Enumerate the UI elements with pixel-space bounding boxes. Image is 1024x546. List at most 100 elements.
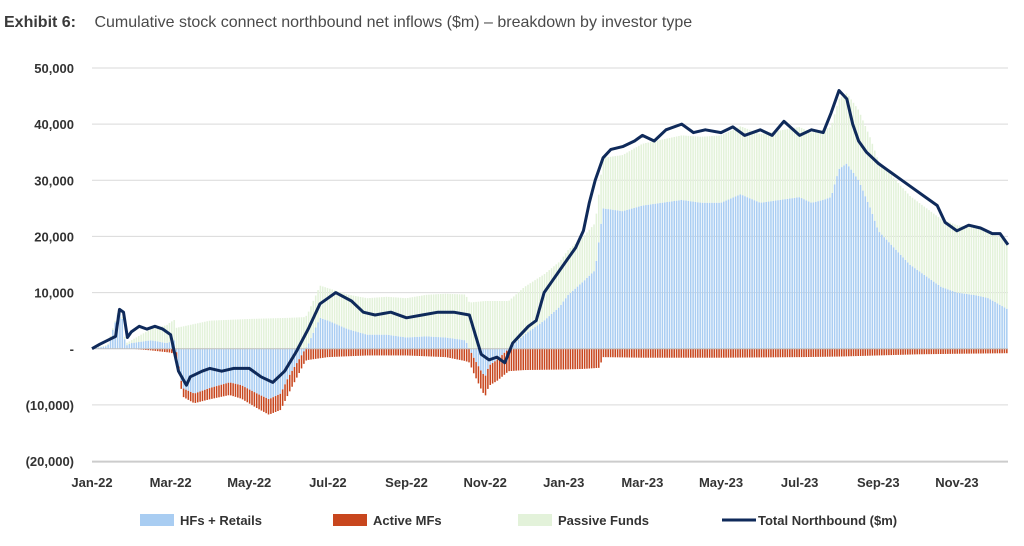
- bar-active: [435, 348, 437, 357]
- bar-active: [699, 348, 701, 358]
- bar-hf: [940, 286, 942, 349]
- bar-active: [793, 348, 796, 358]
- bar-hf: [562, 301, 565, 349]
- bar-hf: [652, 204, 654, 349]
- bar-active: [326, 348, 329, 358]
- bar-hf: [958, 292, 961, 349]
- bar-hf: [119, 313, 121, 349]
- bar-hf: [829, 197, 831, 349]
- bar-passive: [458, 294, 461, 340]
- bar-active: [413, 348, 416, 356]
- bar-hf: [756, 201, 758, 349]
- bar-passive: [819, 130, 822, 201]
- bar-hf: [324, 319, 326, 349]
- bar-passive: [958, 225, 961, 293]
- bar-hf: [623, 210, 626, 349]
- bar-active: [567, 348, 569, 370]
- bar-hf: [560, 304, 562, 349]
- bar-passive: [383, 296, 385, 335]
- bar-hf: [810, 202, 812, 349]
- bar-active: [296, 363, 298, 378]
- bar-hf: [956, 292, 959, 349]
- bar-active: [885, 348, 888, 356]
- bar-passive: [562, 256, 565, 302]
- bar-active: [579, 348, 581, 370]
- bar-hf: [385, 334, 388, 349]
- bar-hf: [668, 201, 671, 349]
- bar-hf: [873, 220, 876, 349]
- bar-passive: [881, 164, 883, 235]
- bar-active: [954, 348, 956, 354]
- bar-hf: [998, 304, 1001, 349]
- bar-passive: [206, 321, 208, 349]
- bar-hf: [418, 336, 421, 349]
- bar-passive: [609, 156, 612, 210]
- bar-passive: [774, 131, 777, 201]
- bar-passive: [444, 293, 447, 338]
- bar-active: [692, 348, 694, 358]
- bar-passive: [744, 127, 746, 197]
- bar-passive: [770, 132, 772, 202]
- bar-active: [949, 348, 951, 354]
- bar-hf: [472, 348, 475, 358]
- bar-passive: [329, 288, 331, 322]
- bar-active: [227, 382, 230, 396]
- bar-active: [937, 348, 940, 355]
- bar-active: [338, 348, 341, 357]
- bar-hf: [737, 195, 739, 349]
- bar-passive: [765, 132, 767, 202]
- bar-passive: [350, 295, 352, 331]
- bar-active: [635, 348, 638, 358]
- bar-hf: [982, 296, 984, 349]
- bar-active: [312, 348, 315, 360]
- bar-passive: [130, 340, 133, 344]
- bar-hf: [237, 348, 239, 385]
- bar-passive: [326, 287, 329, 321]
- bar-active: [142, 348, 145, 350]
- bar-active: [678, 348, 680, 358]
- bar-passive: [810, 132, 812, 203]
- bar-hf: [529, 330, 532, 349]
- bar-active: [616, 348, 619, 358]
- bar-passive: [281, 318, 284, 349]
- bar-active: [626, 348, 628, 358]
- bar-passive: [253, 318, 256, 349]
- bar-passive: [267, 318, 270, 349]
- bar-passive: [133, 338, 135, 343]
- bar-active: [182, 388, 185, 398]
- bar-active: [451, 348, 454, 359]
- bar-hf: [605, 208, 607, 349]
- bar-passive: [758, 133, 760, 203]
- bar-hf: [597, 242, 600, 349]
- bar-hf: [763, 202, 765, 349]
- bar-hf: [326, 320, 329, 349]
- bar-passive: [708, 136, 711, 203]
- bar-active: [461, 348, 463, 361]
- bar-passive: [270, 318, 272, 349]
- bar-passive: [739, 126, 742, 195]
- bar-passive: [727, 131, 730, 200]
- bar-active: [829, 348, 831, 357]
- bar-active: [251, 390, 253, 406]
- bar-active: [951, 348, 954, 354]
- bar-hf: [447, 337, 449, 349]
- bar-active: [697, 348, 699, 358]
- legend-item-total-northbound: Total Northbound ($m): [722, 513, 897, 528]
- bar-passive: [439, 293, 442, 338]
- x-tick-label: Jan-23: [543, 475, 584, 490]
- bar-active: [725, 348, 727, 358]
- bar-passive: [602, 157, 605, 209]
- legend-item-hf-retails: HFs + Retails: [140, 513, 262, 528]
- bar-passive: [340, 292, 343, 327]
- bar-hf: [718, 202, 720, 349]
- x-tick-label: May-23: [699, 475, 743, 490]
- bar-active: [156, 348, 159, 352]
- bar-hf: [378, 334, 381, 349]
- bar-passive: [675, 136, 678, 201]
- bar-active: [480, 370, 482, 389]
- bar-active: [437, 348, 440, 357]
- bar-hf: [765, 201, 767, 349]
- bar-hf: [739, 194, 742, 349]
- bar-passive: [154, 327, 157, 342]
- bar-passive: [756, 132, 758, 202]
